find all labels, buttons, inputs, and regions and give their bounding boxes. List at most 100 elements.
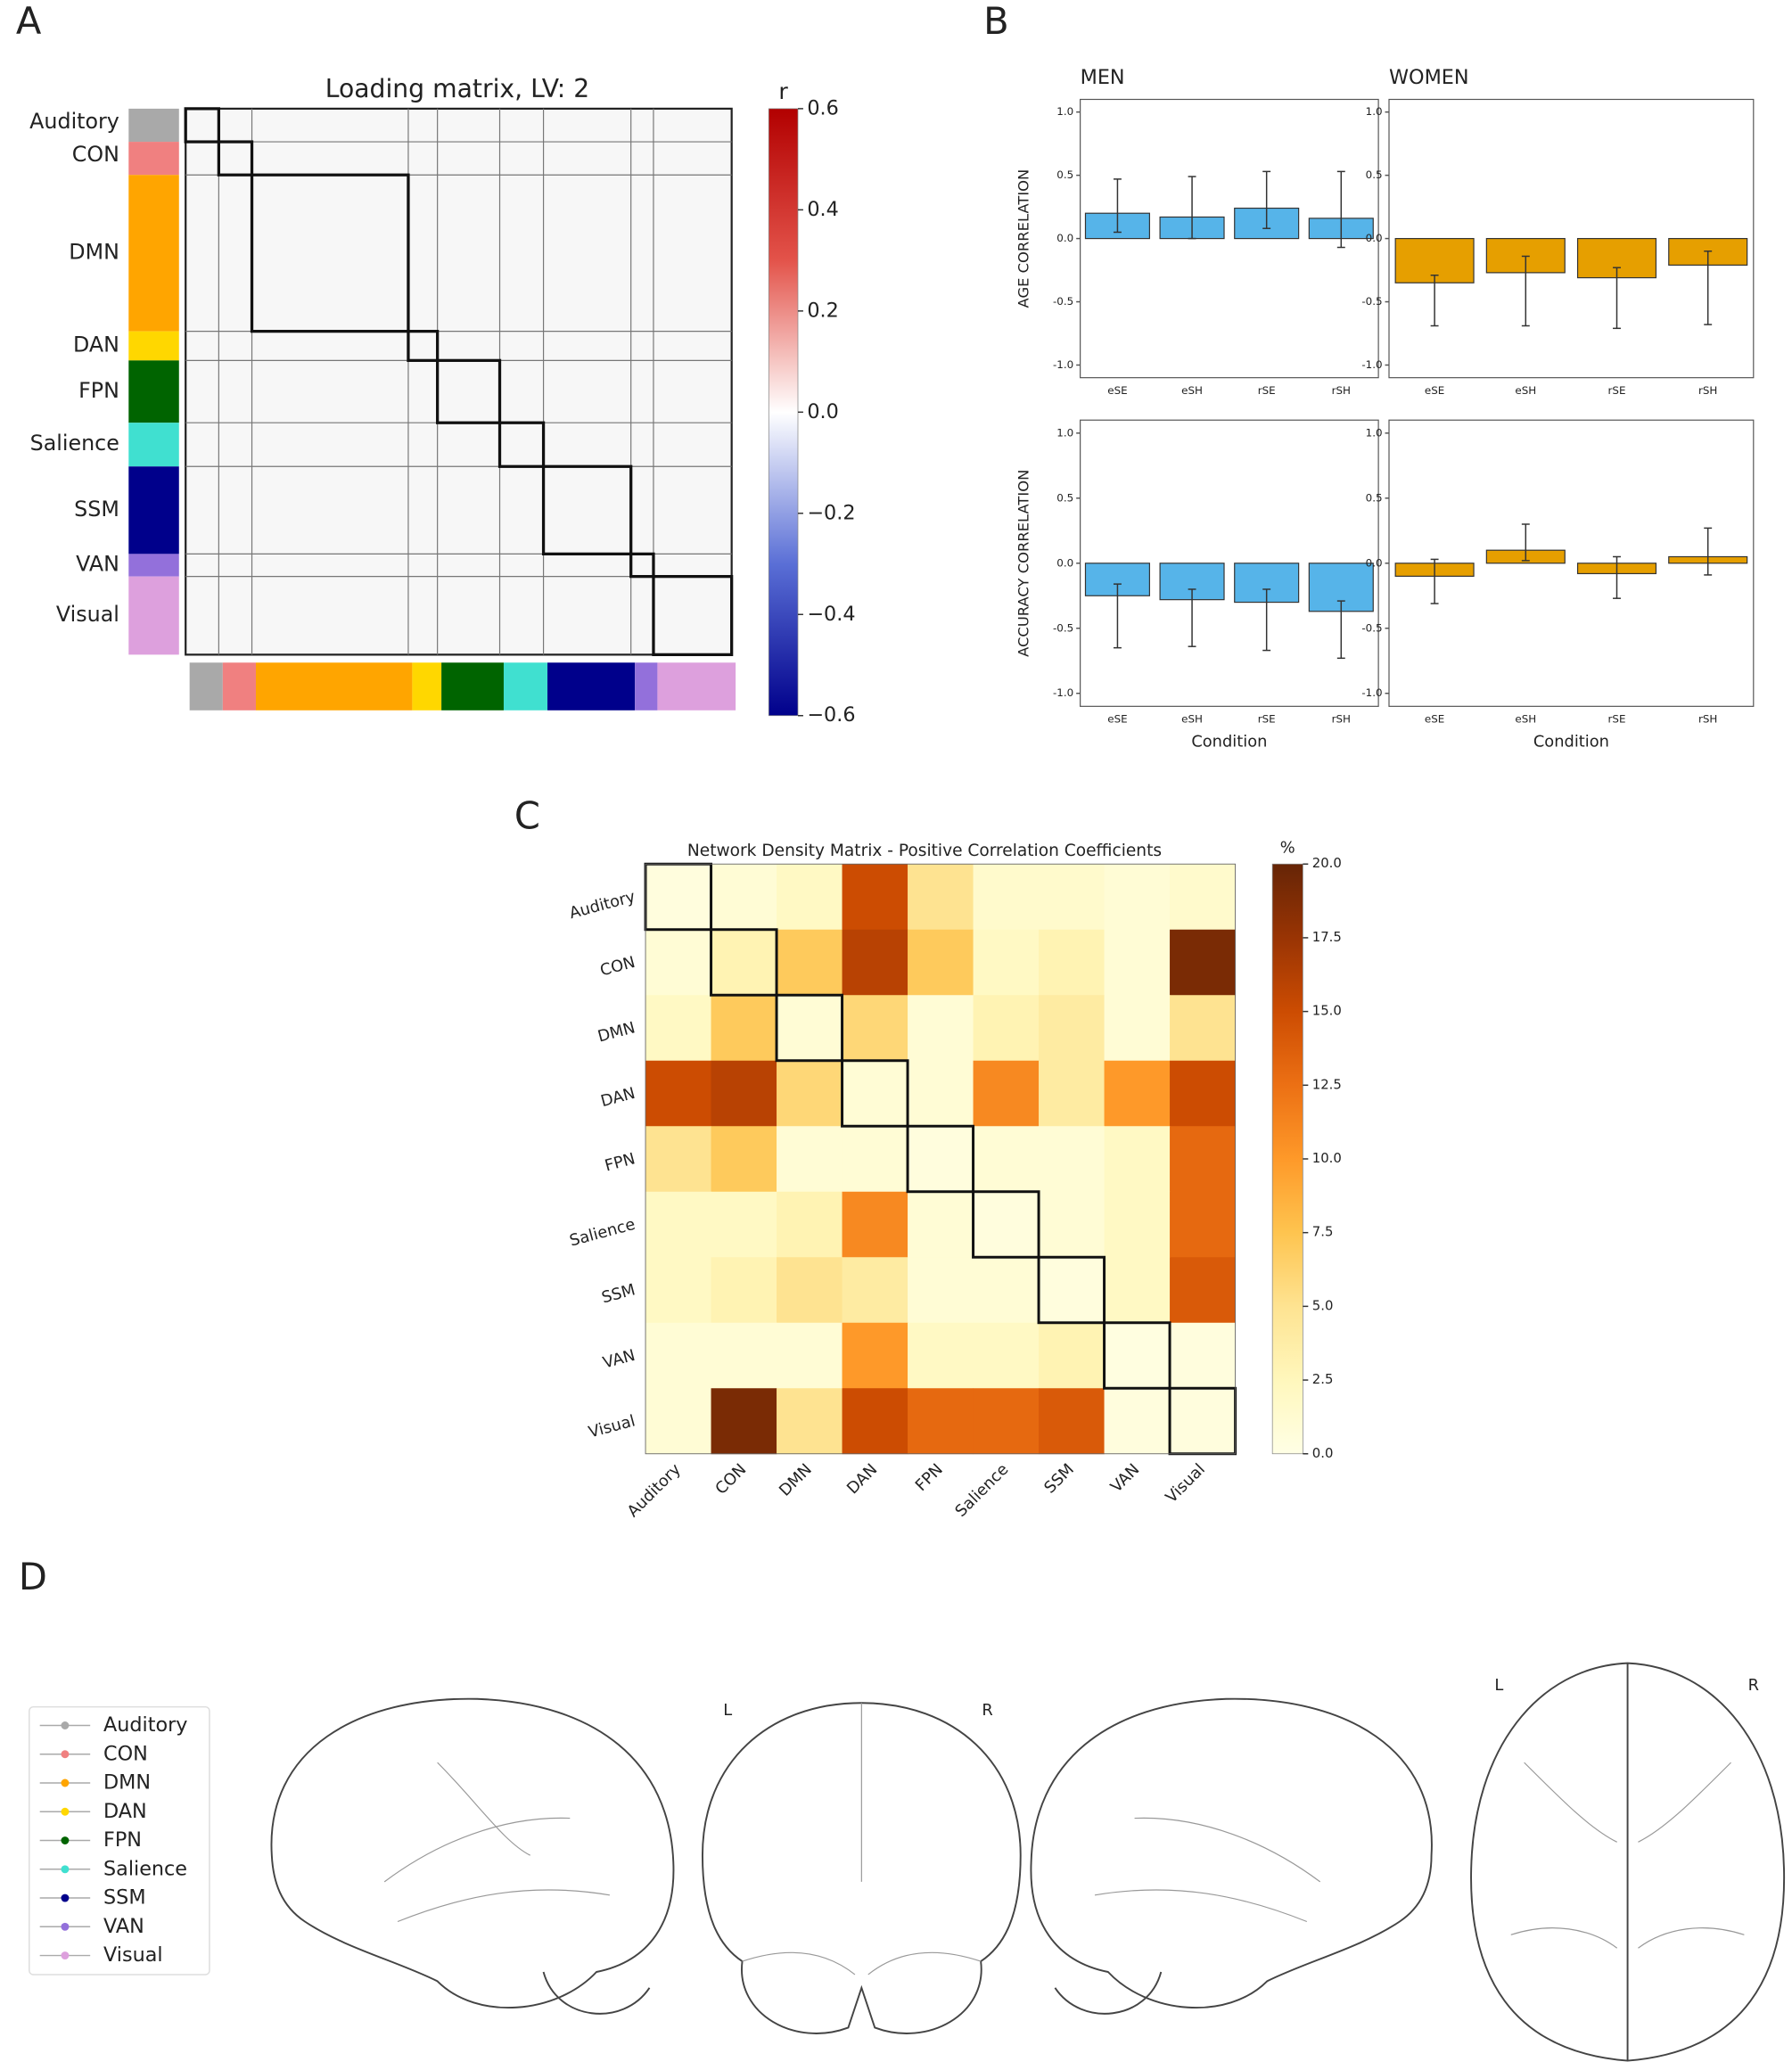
network-strip	[412, 662, 442, 711]
network-label: DAN	[73, 332, 119, 357]
legend-marker	[61, 1750, 70, 1759]
heatmap-cell	[1104, 1257, 1171, 1324]
diagonal-outline	[775, 993, 844, 1063]
y-tick-label: FPN	[603, 1149, 637, 1175]
heatmap-cell	[1104, 1388, 1171, 1455]
network-strip	[189, 662, 223, 711]
heatmap-cell	[1170, 995, 1237, 1062]
x-tick-label: CON	[711, 1460, 750, 1499]
brain-coronal	[701, 1702, 1022, 2034]
brain-axial	[1470, 1662, 1786, 2062]
heatmap-cell	[1170, 1126, 1237, 1193]
network-strip	[222, 662, 256, 711]
x-tick-label: DAN	[843, 1460, 881, 1498]
y-tick-label: 1.0	[1366, 105, 1383, 118]
y-tick-label: DMN	[596, 1018, 637, 1046]
panel-label: C	[514, 794, 540, 838]
colorbar-tick-label: 15.0	[1312, 1003, 1342, 1019]
y-tick-label: 0.0	[1366, 556, 1383, 569]
network-strip	[255, 662, 413, 711]
heatmap-cell	[842, 1126, 908, 1193]
heatmap-cell	[973, 1322, 1040, 1389]
x-tick-label: eSE	[1107, 384, 1127, 397]
heatmap-cell	[973, 929, 1040, 996]
x-tick-label: rSE	[1608, 713, 1626, 726]
heatmap-cell	[777, 1322, 843, 1389]
heatmap-cell	[711, 1322, 777, 1389]
network-strip	[128, 554, 179, 577]
y-tick-label: 0.0	[1056, 232, 1073, 244]
x-tick-label: Auditory	[624, 1460, 686, 1522]
heatmap-cell	[842, 1257, 908, 1324]
heatmap-cell	[1104, 1322, 1171, 1389]
legend-label: FPN	[103, 1828, 142, 1852]
diagonal-block	[250, 173, 410, 333]
colorbar	[1271, 863, 1303, 1455]
network-label: Visual	[56, 602, 119, 627]
y-tick-label: Salience	[568, 1215, 637, 1251]
diagonal-block	[652, 575, 734, 656]
network-label: Salience	[30, 431, 119, 456]
heatmap-cell	[1104, 995, 1171, 1062]
network-label: SSM	[74, 497, 119, 522]
heatmap-cell	[842, 1191, 908, 1258]
network-strip	[657, 662, 736, 711]
heatmap-cell	[1170, 1322, 1237, 1389]
heatmap-cell	[973, 1060, 1040, 1127]
heatmap-cell	[711, 995, 777, 1062]
heatmap-cell	[777, 1388, 843, 1455]
heatmap-cell	[645, 929, 711, 996]
y-axis-label: AGE CORRELATION	[1015, 169, 1032, 308]
heatmap-cell	[645, 995, 711, 1062]
heatmap-cell	[908, 995, 974, 1062]
x-tick-label: VAN	[1107, 1460, 1144, 1497]
colorbar-tick-label: 10.0	[1312, 1150, 1342, 1166]
network-strip	[128, 331, 179, 361]
diagonal-outline	[972, 1190, 1040, 1259]
heatmap-cell	[842, 864, 908, 931]
x-tick-label: Salience	[951, 1460, 1012, 1521]
heatmap-cell	[973, 1191, 1040, 1258]
y-tick-label: -0.5	[1053, 621, 1073, 634]
network-label: Auditory	[29, 109, 119, 134]
heatmap-cell	[1104, 864, 1171, 931]
panel-title: MEN	[1081, 66, 1125, 89]
heatmap-cell	[645, 1388, 711, 1455]
heatmap-cell	[973, 1126, 1040, 1193]
network-strip	[441, 662, 504, 711]
heatmap-cell	[777, 1257, 843, 1324]
colorbar-tick-label: 17.5	[1312, 929, 1342, 945]
heatmap-cell	[1104, 929, 1171, 996]
heatmap-cell	[645, 864, 711, 931]
heatmap-cell	[1039, 1322, 1106, 1389]
heatmap-cell	[973, 1257, 1040, 1324]
hemisphere-label: L	[1494, 1676, 1503, 1695]
diagonal-block	[407, 330, 440, 362]
heatmap-cell	[777, 929, 843, 996]
heatmap-cell	[1170, 864, 1237, 931]
x-tick-label: eSE	[1107, 713, 1127, 726]
y-tick-label: 0.5	[1056, 491, 1073, 504]
heatmap-cell	[908, 1126, 974, 1193]
heatmap-cell	[777, 995, 843, 1062]
heatmap-cell	[842, 995, 908, 1062]
heatmap-cell	[777, 1126, 843, 1193]
heatmap-cell	[1104, 1126, 1171, 1193]
legend-label: DAN	[103, 1800, 147, 1823]
heatmap-cell	[973, 995, 1040, 1062]
x-tick-label: eSH	[1515, 384, 1536, 397]
y-tick-label: -1.0	[1053, 686, 1073, 699]
heatmap-cell	[711, 1126, 777, 1193]
diagonal-block	[436, 358, 502, 424]
heatmap-cell	[1104, 1191, 1171, 1258]
heatmap-cell	[645, 1322, 711, 1389]
x-axis-label: Condition	[1191, 732, 1267, 751]
brain-lateral-right	[1030, 1697, 1433, 2015]
x-tick-label: SSM	[1040, 1460, 1078, 1498]
colorbar-tick-label: 5.0	[1312, 1297, 1334, 1313]
panel-label: B	[983, 0, 1009, 43]
legend-label: VAN	[103, 1915, 144, 1938]
network-strip	[128, 360, 179, 423]
y-tick-label: -1.0	[1053, 358, 1073, 371]
